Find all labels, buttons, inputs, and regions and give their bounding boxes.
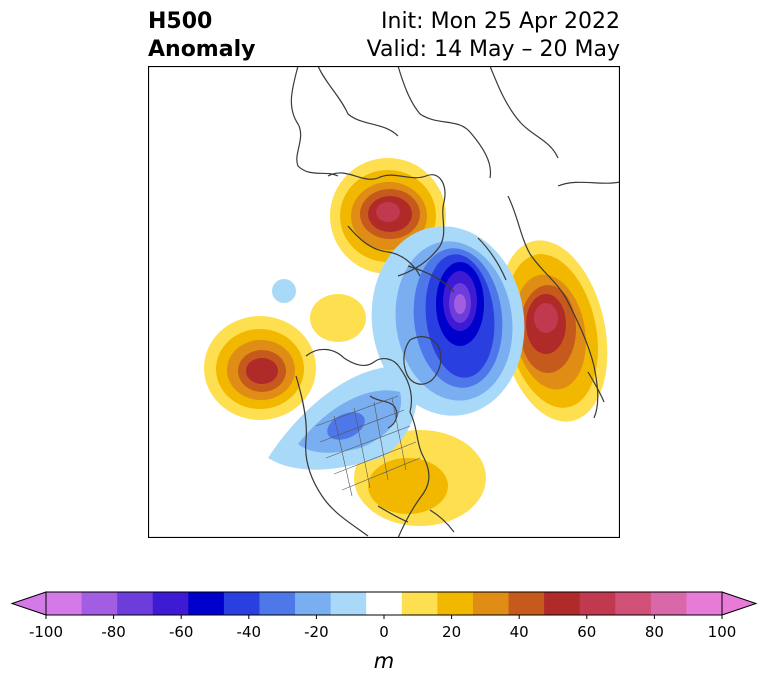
map-title: H500 Anomaly bbox=[148, 8, 255, 64]
init-date: Init: Mon 25 Apr 2022 bbox=[381, 9, 620, 34]
colorbar-swatch bbox=[152, 592, 189, 615]
colorbar-swatch bbox=[686, 592, 723, 615]
state-borders bbox=[315, 395, 421, 497]
colorbar-tick-label: 20 bbox=[442, 623, 461, 641]
positive-anomaly-atlantic bbox=[354, 430, 486, 526]
colorbar-tick-label: 60 bbox=[577, 623, 596, 641]
colorbar-swatch bbox=[81, 592, 118, 615]
colorbar-swatch bbox=[223, 592, 260, 615]
colorbar-tick-label: 40 bbox=[510, 623, 529, 641]
map-frame bbox=[148, 66, 620, 538]
colorbar-swatch bbox=[579, 592, 616, 615]
coastlines bbox=[290, 66, 620, 538]
colorbar-tick-label: 0 bbox=[379, 623, 389, 641]
colorbar-swatch bbox=[544, 592, 581, 615]
anomaly-map bbox=[148, 66, 620, 538]
colorbar-tick-label: 80 bbox=[645, 623, 664, 641]
colorbar-swatch bbox=[401, 592, 438, 615]
colorbar-swatch bbox=[615, 592, 652, 615]
colorbar-swatch bbox=[259, 592, 296, 615]
positive-anomaly-pacific bbox=[204, 294, 366, 420]
colorbar-swatch bbox=[117, 592, 154, 615]
colorbar-swatch bbox=[188, 592, 225, 615]
title-line-1: H500 bbox=[148, 9, 213, 34]
colorbar-tick-label: -20 bbox=[304, 623, 329, 641]
colorbar-tick-label: -60 bbox=[169, 623, 194, 641]
colorbar-ticks: -100 -80 -60 -40 -20 0 20 40 60 80 100 bbox=[29, 615, 736, 641]
colorbar-body bbox=[10, 591, 758, 616]
colorbar-tick-label: 100 bbox=[708, 623, 737, 641]
colorbar-swatch bbox=[295, 592, 332, 615]
title-line-2: Anomaly bbox=[148, 37, 256, 62]
colorbar-swatch bbox=[46, 592, 83, 615]
colorbar-tick-label: -40 bbox=[237, 623, 262, 641]
colorbar-swatch bbox=[472, 592, 510, 615]
colorbar-swatch bbox=[330, 592, 367, 615]
valid-range: Valid: 14 May – 20 May bbox=[366, 37, 620, 62]
positive-anomaly-asia bbox=[498, 240, 608, 422]
colorbar-tick-label: -80 bbox=[101, 623, 126, 641]
colorbar-swatch bbox=[508, 592, 545, 615]
colorbar-swatch bbox=[650, 592, 687, 615]
colorbar-swatch bbox=[366, 592, 403, 615]
colorbar-units: m bbox=[374, 649, 394, 673]
colorbar-extend-max bbox=[721, 591, 758, 616]
colorbar-swatch bbox=[437, 592, 474, 615]
colorbar-tick-label: -100 bbox=[29, 623, 63, 641]
colorbar: -100 -80 -60 -40 -20 0 20 40 60 80 100 m bbox=[10, 591, 758, 673]
colorbar-extend-min bbox=[10, 591, 47, 616]
forecast-dates: Init: Mon 25 Apr 2022 Valid: 14 May – 20… bbox=[367, 8, 620, 64]
